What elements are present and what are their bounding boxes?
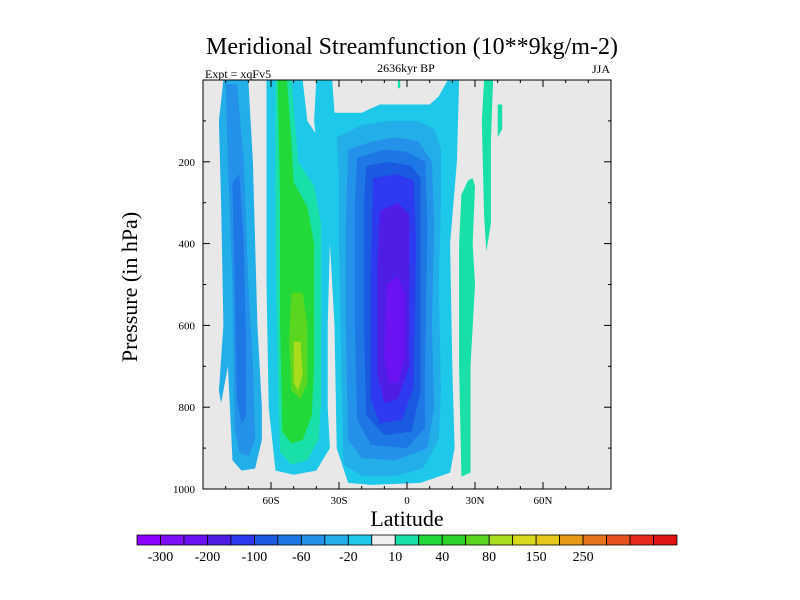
colorbar-label: -20	[339, 550, 358, 565]
plot-frame	[202, 79, 612, 490]
y-tick-label: 200	[179, 157, 196, 169]
chart-title: Meridional Streamfunction (10**9kg/m-2)	[206, 34, 618, 60]
colorbar-swatch	[559, 534, 584, 546]
x-tick-label: 30N	[466, 495, 485, 507]
season-label: JJA	[592, 62, 610, 76]
colorbar-swatch	[488, 534, 514, 546]
contour-north-edge-cells-4	[397, 80, 401, 89]
colorbar-swatch	[183, 534, 208, 546]
contour-mid-cell-core	[293, 341, 303, 391]
contour-north-edge-cells-3	[497, 104, 503, 138]
colorbar-label: -200	[195, 550, 221, 565]
colorbar-swatch	[394, 534, 420, 546]
contour-north-edge-cells-1	[459, 178, 475, 477]
y-tick-label: 800	[179, 402, 196, 414]
x-tick-label: 60S	[262, 495, 279, 507]
time-label: 2636kyr BP	[377, 61, 435, 75]
x-tick-label: 0	[404, 495, 410, 507]
colorbar-swatch	[512, 534, 537, 546]
colorbar-label: -60	[292, 550, 311, 565]
colorbar-label: 80	[482, 550, 496, 565]
x-tick-label: 60N	[534, 495, 553, 507]
y-tick-label: 600	[179, 320, 196, 332]
colorbar-swatch	[253, 534, 279, 546]
colorbar-swatch	[465, 534, 490, 546]
tick-layer: 60S 30S 0 30N 60N 200 400 600 800 1000	[173, 80, 611, 507]
colorbar-label: -300	[148, 550, 174, 565]
colorbar: -300 -200 -100 -60 -20 10 40 80 150 250	[136, 534, 678, 565]
colorbar-label: 10	[388, 550, 402, 565]
y-tick-label: 1000	[173, 484, 196, 496]
colorbar-swatch	[653, 534, 678, 546]
colorbar-swatch	[441, 534, 467, 546]
contour-layer	[218, 80, 503, 485]
colorbar-label: 250	[573, 550, 594, 565]
experiment-label: Expt = xqFv5	[205, 67, 271, 81]
colorbar-swatch	[535, 534, 561, 546]
colorbar-label: 40	[435, 550, 449, 565]
x-tick-label: 30S	[330, 495, 347, 507]
colorbar-swatch	[371, 534, 396, 546]
y-tick-label: 400	[179, 239, 196, 251]
contour-tropical-cell-core	[384, 276, 405, 383]
colorbar-swatch	[207, 534, 232, 546]
contour-north-edge-cells-2	[481, 80, 494, 252]
colorbar-swatch	[582, 534, 607, 546]
colorbar-swatch	[300, 534, 326, 546]
colorbar-swatch	[277, 534, 302, 546]
colorbar-label: 150	[526, 550, 547, 565]
colorbar-swatch	[418, 534, 443, 546]
colorbar-swatch	[606, 534, 631, 546]
y-axis-label: Pressure (in hPa)	[117, 212, 142, 362]
colorbar-swatch	[160, 534, 185, 546]
colorbar-swatch	[136, 534, 161, 546]
colorbar-swatch	[347, 534, 373, 546]
x-axis-label: Latitude	[370, 506, 443, 531]
colorbar-swatch	[230, 534, 255, 546]
colorbar-label: -100	[242, 550, 268, 565]
colorbar-swatch	[324, 534, 349, 546]
colorbar-swatch	[629, 534, 654, 546]
contour-southern-cell-l3	[232, 174, 247, 424]
